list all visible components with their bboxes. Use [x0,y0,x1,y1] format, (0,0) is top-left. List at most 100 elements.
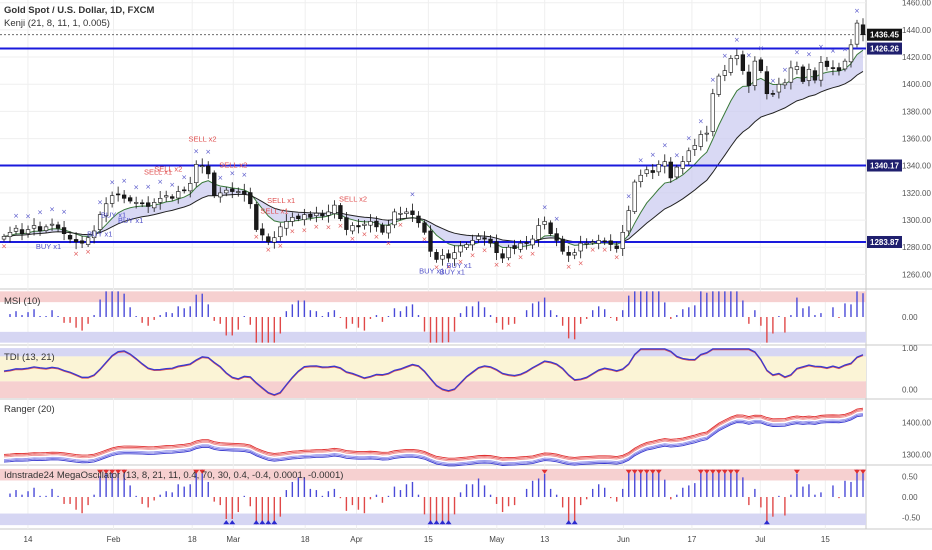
signal-cross: × [614,254,620,262]
candle-body [13,227,19,232]
signal-cross: × [446,263,452,271]
tdi-lower-zone [0,381,866,398]
candle-body [97,214,103,230]
candle-body [830,67,836,69]
mega-buy-triangle [259,520,266,525]
signal-cross: × [674,152,680,160]
candle-body [686,150,691,162]
candle-body [350,225,355,232]
signal-cross: × [145,183,151,191]
candle-body [176,191,181,199]
candle-body [800,66,806,82]
time-tick-label: Mar [226,535,240,544]
candle-body [55,224,61,229]
ranger-legend[interactable]: Ranger (20) [4,404,55,415]
price-tick-label: 1400.00 [902,80,931,89]
mega-tick-label: 0.00 [902,493,918,502]
candle-body [7,232,13,238]
price-tick-label: 1340.00 [902,162,931,171]
mega-buy-triangle [271,520,278,525]
ranger-band-line [3,414,864,466]
price-axis[interactable]: 1260.00 1280.00 1300.00 1320.00 1340.00 1360.… [902,0,931,523]
signal-cross: × [229,169,235,177]
time-tick-label: May [489,535,504,544]
candle-body [794,66,800,70]
candle-body [776,83,782,93]
mega-sell-triangle [637,469,644,474]
signal-cross: × [133,184,139,192]
candle-body [230,188,235,192]
mega-buy-triangle [253,520,260,525]
candle-body [464,244,469,248]
candle-body [374,220,379,228]
candle-body [404,211,409,214]
candle-body [362,223,367,226]
mega-buy-triangle [763,520,770,525]
candle-body [218,192,223,198]
signal-cross: × [49,205,55,213]
ranger-band-line [3,407,864,459]
candle-body [854,22,860,45]
signal-cross: × [277,242,283,250]
candle-body [152,202,157,209]
kenji-legend[interactable]: Kenji (21, 8, 11, 1, 0.005) [4,18,110,29]
signal-cross: × [181,174,187,182]
candle-body [164,195,169,198]
mega-sell-triangle [860,469,866,474]
candle-body [440,255,445,260]
signal-cross: × [470,252,476,260]
candle-body [722,70,728,76]
candle-body [518,242,523,250]
time-tick-label: 14 [24,535,33,544]
mega-sell-triangle [97,469,104,474]
candle-body [284,221,289,229]
msi-legend[interactable]: MSI (10) [4,296,41,307]
candle-body [188,183,193,192]
signal-cross: × [710,76,716,84]
signal-cross: × [241,171,247,179]
signal-cross: × [662,141,668,149]
tdi-legend[interactable]: TDI (13, 21) [4,352,55,363]
candle-body [452,252,457,260]
signal-cross: × [590,246,596,254]
horizontal-levels[interactable]: 1426.26 1340.17 1283.87 1436.45 [0,28,902,248]
candle-body [698,134,703,147]
candle-body [1,236,7,240]
candle-body [836,67,842,71]
time-axis[interactable]: 14 Feb 18 Mar 18 Apr 15 May 13 Jun 17 Jul 15 [24,535,831,544]
candle-body [308,214,313,218]
candle-body [121,194,127,199]
candle-body [368,221,373,226]
candle-body [61,227,67,234]
time-tick-label: 18 [301,535,310,544]
candle-body [476,236,481,240]
signal-label: SELL x1 [260,207,288,216]
signal-cross: × [842,46,848,54]
candle-body [470,240,475,246]
price-tick-label: 1420.00 [902,53,931,62]
megaoscillator-legend[interactable]: Idnstrade24 MegaOscillator (13, 8, 21, 1… [4,470,344,481]
candle-body [458,245,463,253]
candle-body [338,205,343,220]
tdi-middle-zone [0,356,866,382]
candle-body [380,224,385,233]
mega-buy-triangle [439,520,446,525]
signal-cross: × [61,208,67,216]
mega-sell-triangle [541,469,548,474]
candle-body [266,236,271,243]
candle-body [704,132,709,135]
symbol-title: Gold Spot / U.S. Dollar, 1D, FXCM [4,5,155,16]
candle-body [85,237,91,245]
candle-body [133,202,139,204]
signal-cross: × [830,47,836,55]
signal-cross: × [361,231,367,239]
tdi-tick-label: 1.00 [902,344,918,353]
signal-cross: × [746,52,752,60]
candle-body [254,204,259,230]
candle-body [49,223,55,226]
ranger-tick-label: 1400.00 [902,418,931,427]
candle-body [668,161,673,179]
candle-body [91,230,97,239]
signal-cross: × [25,213,31,221]
